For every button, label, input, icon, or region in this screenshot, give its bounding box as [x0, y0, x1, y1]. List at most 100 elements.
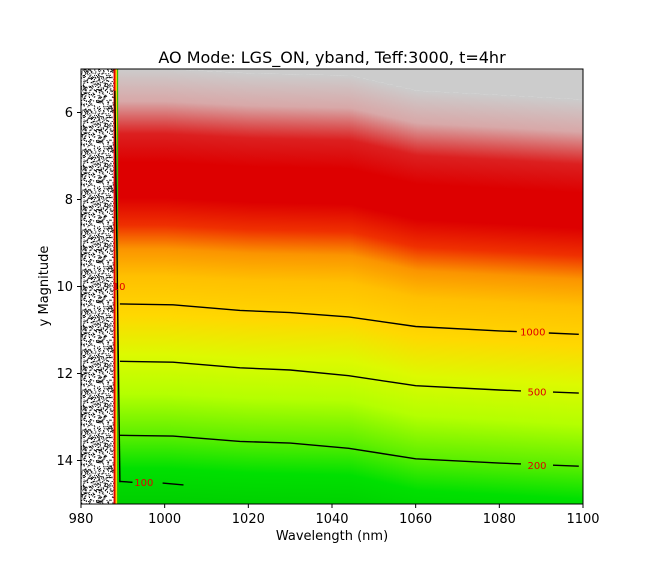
- heatmap-column-top: [185, 69, 190, 71]
- heatmap-column: [329, 75, 334, 504]
- heatmap-field: [116, 69, 583, 504]
- heatmap-column-top: [569, 69, 574, 99]
- heatmap-column: [227, 72, 232, 504]
- heatmap-column-top: [218, 69, 223, 72]
- heatmap-column-top: [392, 69, 397, 86]
- heatmap-column-top: [341, 69, 346, 76]
- heatmap-column: [302, 74, 307, 504]
- heatmap-column: [317, 74, 322, 504]
- heatmap-column: [515, 95, 520, 504]
- heatmap-column: [407, 88, 412, 504]
- contour-line-100: [119, 480, 133, 483]
- heatmap-column-top: [251, 69, 256, 74]
- heatmap-column: [287, 74, 292, 504]
- heatmap-column: [224, 72, 229, 504]
- heatmap-column: [401, 87, 406, 504]
- heatmap-column-top: [386, 69, 391, 85]
- heatmap-column-top: [518, 69, 523, 97]
- x-tick-label: 1080: [483, 512, 516, 527]
- heatmap-column-top: [365, 69, 370, 80]
- heatmap-column: [134, 69, 139, 504]
- heatmap-column-top: [443, 69, 448, 93]
- y-tick-label: 12: [56, 367, 73, 382]
- x-tick-label: 1060: [399, 512, 432, 527]
- heatmap-column-top: [542, 69, 547, 98]
- heatmap-column-top: [383, 69, 388, 84]
- heatmap-column-top: [521, 69, 526, 97]
- heatmap-column: [389, 84, 394, 504]
- heatmap-column: [563, 98, 568, 504]
- heatmap-column: [581, 99, 583, 504]
- heatmap-column: [230, 72, 235, 504]
- heatmap-column: [353, 76, 358, 504]
- heatmap-column: [305, 74, 310, 504]
- heatmap-column: [383, 83, 388, 504]
- heatmap-column: [275, 73, 280, 504]
- edge-contour-label: 10: [113, 282, 126, 293]
- plot-area: 1000 500 200 100 10: [81, 69, 583, 504]
- heatmap-column: [254, 73, 259, 504]
- heatmap-column-top: [404, 69, 409, 89]
- heatmap-column-top: [524, 69, 529, 97]
- heatmap-column: [485, 94, 490, 504]
- heatmap-column-top: [191, 69, 196, 71]
- heatmap-column-top: [308, 69, 313, 75]
- heatmap-column: [248, 73, 253, 504]
- heatmap-column-top: [554, 69, 559, 99]
- heatmap-column-top: [557, 69, 562, 99]
- heatmap-column: [557, 98, 562, 504]
- heatmap-column-top: [485, 69, 490, 95]
- heatmap-column-top: [221, 69, 226, 72]
- heatmap-column-top: [401, 69, 406, 88]
- contour-label-200: 200: [527, 461, 546, 472]
- heatmap-column: [242, 73, 247, 504]
- heatmap-column-top: [500, 69, 505, 96]
- noise-strip: [81, 69, 114, 504]
- heatmap-column-top: [293, 69, 298, 75]
- heatmap-column: [212, 71, 217, 504]
- heatmap-column-top: [281, 69, 286, 75]
- heatmap-column: [290, 74, 295, 504]
- heatmap-column: [182, 69, 187, 504]
- heatmap-column: [458, 92, 463, 504]
- heatmap-column: [344, 75, 349, 504]
- heatmap-column-top: [374, 69, 379, 82]
- heatmap-column: [476, 93, 481, 504]
- heatmap-column-top: [329, 69, 334, 76]
- heatmap-column: [467, 93, 472, 504]
- heatmap-column: [308, 74, 313, 504]
- heatmap-column: [395, 86, 400, 504]
- heatmap-column: [161, 69, 166, 504]
- contour-line-100-right: [162, 482, 184, 486]
- heatmap-column: [314, 74, 319, 504]
- heatmap-column-top: [431, 69, 436, 92]
- heatmap-column-top: [371, 69, 376, 81]
- heatmap-column-top: [464, 69, 469, 94]
- heatmap-column-top: [476, 69, 481, 94]
- heatmap-column-top: [473, 69, 478, 94]
- heatmap-column-top: [395, 69, 400, 87]
- heatmap-column-top: [296, 69, 301, 75]
- heatmap-column-top: [425, 69, 430, 92]
- heatmap-column: [419, 90, 424, 504]
- heatmap-column: [566, 98, 571, 504]
- x-axis: 980 1000 1020 1040 1060 1080 1100: [69, 504, 600, 527]
- heatmap-column-top: [419, 69, 424, 91]
- heatmap-column: [569, 98, 574, 504]
- y-tick-label: 6: [65, 106, 73, 121]
- heatmap-column: [542, 97, 547, 504]
- heatmap-column: [386, 84, 391, 504]
- heatmap-column: [194, 70, 199, 504]
- contours: 1000 500 200 100 10: [113, 282, 579, 489]
- heatmap-column-top: [539, 69, 544, 98]
- heatmap-column: [521, 96, 526, 504]
- heatmap-column: [473, 93, 478, 504]
- heatmap-column: [347, 75, 352, 504]
- heatmap-column: [323, 74, 328, 504]
- heatmap-column: [356, 77, 361, 504]
- heatmap-column-top: [581, 69, 583, 100]
- heatmap-column-top: [347, 69, 352, 76]
- contour-line-200-right: [552, 464, 579, 467]
- heatmap-column-top: [326, 69, 331, 76]
- heatmap-column-top: [269, 69, 274, 74]
